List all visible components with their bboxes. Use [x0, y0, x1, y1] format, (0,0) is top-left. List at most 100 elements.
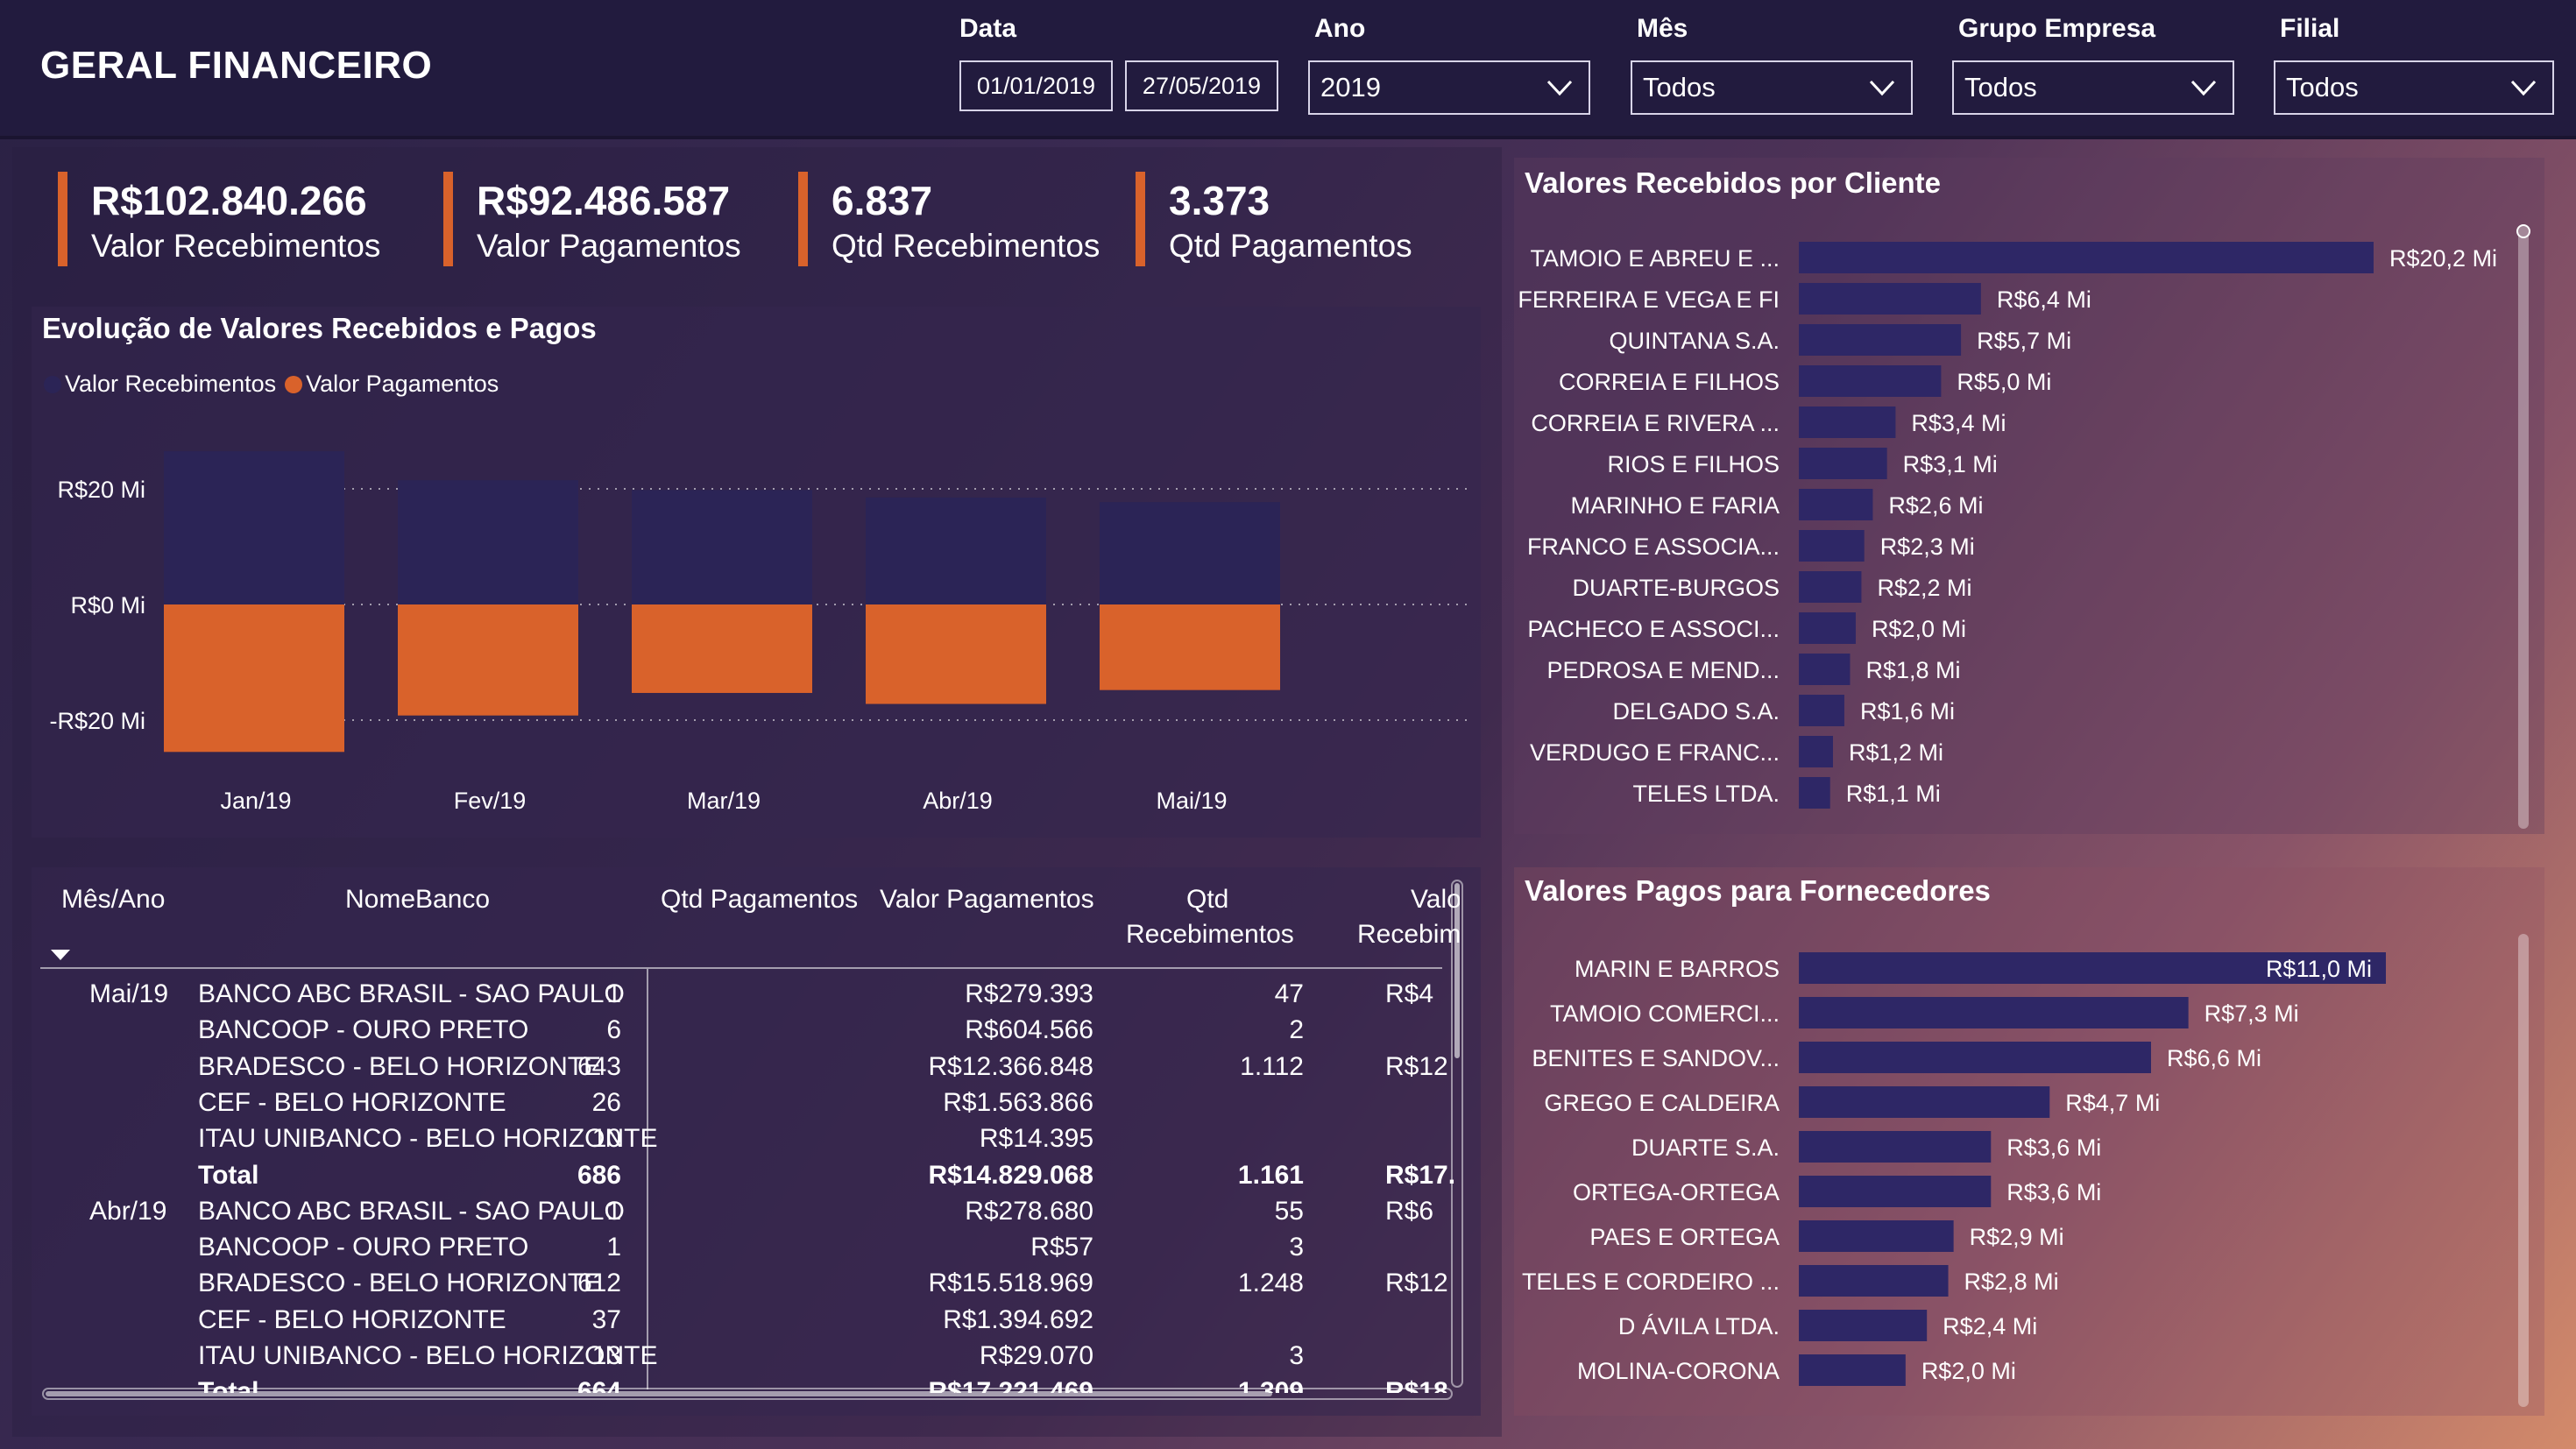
legend-item-pagamentos[interactable]: Valor Pagamentos	[285, 371, 499, 398]
bar[interactable]	[1799, 571, 1862, 603]
ano-dropdown[interactable]: 2019	[1308, 60, 1590, 115]
bar[interactable]	[1799, 365, 1942, 397]
sort-descending-icon[interactable]	[51, 950, 72, 962]
kpi-label: Valor Recebimentos	[91, 228, 381, 264]
table-horizontal-scrollbar[interactable]	[42, 1388, 1453, 1400]
filial-dropdown-value: Todos	[2286, 72, 2359, 102]
cell-nome-banco: CEF - BELO HORIZONTE	[198, 1304, 506, 1334]
cell-qtd-pagamentos: 10	[591, 1124, 621, 1154]
cell-qtd-recebimentos: 2	[1289, 1015, 1304, 1045]
bar[interactable]	[1799, 1220, 1954, 1252]
data-label: R$1,1 Mi	[1846, 781, 1941, 807]
table-vertical-scrollbar[interactable]	[1451, 880, 1463, 1388]
category-label: PAES E ORTEGA	[1589, 1224, 1780, 1250]
date-from-input[interactable]: 01/01/2019	[959, 60, 1113, 111]
cell-mes-ano: Mai/19	[89, 979, 169, 1008]
x-tick-label: Jan/19	[220, 788, 291, 814]
kpi-label: Qtd Pagamentos	[1169, 228, 1412, 264]
payments-scrollbar[interactable]	[2518, 934, 2529, 1407]
cell-valor-pagamentos: R$278.680	[965, 1196, 1093, 1226]
bar-recebimentos[interactable]	[1100, 502, 1280, 604]
col-header-valor-recebimentos-line2: Recebim	[1357, 920, 1460, 949]
bank-matrix-panel	[32, 867, 1481, 1416]
cell-valor-recebimentos: R$17.	[1385, 1160, 1456, 1190]
slicer-label-data: Data	[959, 14, 1017, 43]
col-header-qtd-recebimentos[interactable]: Qtd	[1186, 885, 1229, 914]
bar[interactable]	[1799, 777, 1830, 809]
col-header-mes-ano[interactable]: Mês/Ano	[61, 885, 166, 914]
kpi-accent-bar	[1136, 172, 1145, 266]
evolution-chart-title: Evolução de Valores Recebidos e Pagos	[42, 312, 597, 344]
col-header-qtd-pagamentos[interactable]: Qtd Pagamentos	[661, 885, 859, 914]
category-label: CORREIA E RIVERA ...	[1531, 410, 1780, 436]
bar-pagamentos[interactable]	[398, 604, 578, 716]
bar[interactable]	[1799, 736, 1833, 767]
bar[interactable]	[1799, 1265, 1949, 1297]
bar[interactable]	[1799, 952, 2386, 984]
bar[interactable]	[1799, 1042, 2151, 1073]
receivables-scrollbar[interactable]	[2518, 224, 2529, 829]
mes-dropdown-value: Todos	[1643, 72, 1716, 102]
bar-pagamentos[interactable]	[1100, 604, 1280, 690]
cell-nome-banco: BANCOOP - OURO PRETO	[198, 1233, 529, 1262]
bar[interactable]	[1799, 324, 1962, 356]
header-divider	[40, 967, 1442, 969]
bar[interactable]	[1799, 489, 1873, 520]
bar[interactable]	[1799, 612, 1856, 644]
cell-qtd-pagamentos: 6	[606, 1015, 621, 1045]
cell-qtd-pagamentos: 13	[591, 1341, 621, 1370]
payments-chart-title: Valores Pagos para Fornecedores	[1525, 874, 1991, 907]
payments-to-suppliers-chart: MARIN E BARROS R$11,0 Mi TAMOIO COMERCI...…	[1522, 952, 2386, 1386]
date-to-input[interactable]: 27/05/2019	[1125, 60, 1278, 111]
kpi-value: R$102.840.266	[91, 178, 367, 223]
bar-pagamentos[interactable]	[164, 604, 344, 753]
bar[interactable]	[1799, 406, 1896, 438]
scroll-thumb-icon[interactable]	[2516, 224, 2530, 238]
bar[interactable]	[1799, 997, 2189, 1028]
grupo-empresa-dropdown[interactable]: Todos	[1952, 60, 2234, 115]
category-label: QUINTANA S.A.	[1609, 328, 1780, 354]
legend-item-recebimentos[interactable]: Valor Recebimentos	[44, 371, 276, 398]
col-header-valor-pagamentos[interactable]: Valor Pagamentos	[880, 885, 1094, 914]
cell-valor-pagamentos: R$12.366.848	[928, 1051, 1094, 1081]
col-header-nome-banco[interactable]: NomeBanco	[345, 885, 491, 914]
cell-mes-ano: Abr/19	[89, 1196, 167, 1226]
bar[interactable]	[1799, 654, 1851, 685]
category-label: CORREIA E FILHOS	[1559, 369, 1780, 395]
cell-qtd-recebimentos: 1.112	[1240, 1051, 1304, 1081]
bar-recebimentos[interactable]	[398, 480, 578, 604]
evolution-chart: R$20 Mi R$0 Mi -R$20 Mi Jan/19 Fev/19 Mar/19 A…	[49, 451, 1468, 814]
bar-recebimentos[interactable]	[164, 451, 344, 604]
kpi-accent-bar	[798, 172, 808, 266]
bar[interactable]	[1799, 1310, 1928, 1341]
mes-dropdown[interactable]: Todos	[1631, 60, 1913, 115]
bar[interactable]	[1799, 1131, 1992, 1163]
cell-valor-recebimentos: R$4	[1385, 979, 1434, 1008]
bar[interactable]	[1799, 1354, 1906, 1386]
cell-valor-pagamentos: R$57	[1030, 1233, 1093, 1262]
cell-valor-pagamentos: R$279.393	[965, 979, 1093, 1008]
bar[interactable]	[1799, 242, 2374, 273]
bar-pagamentos[interactable]	[632, 604, 812, 693]
category-label: BENITES E SANDOV...	[1532, 1045, 1780, 1071]
bar[interactable]	[1799, 448, 1887, 479]
cell-nome-banco: ITAU UNIBANCO - BELO HORIZONTE	[198, 1341, 658, 1370]
bar[interactable]	[1799, 530, 1865, 562]
category-label: TELES LTDA.	[1632, 781, 1780, 807]
bar-recebimentos[interactable]	[866, 497, 1046, 604]
bar-recebimentos[interactable]	[632, 490, 812, 604]
cell-nome-banco: Total	[198, 1160, 259, 1190]
bar[interactable]	[1799, 283, 1981, 315]
cell-qtd-recebimentos: 3	[1289, 1233, 1304, 1262]
bar-pagamentos[interactable]	[866, 604, 1046, 704]
filial-dropdown[interactable]: Todos	[2274, 60, 2554, 115]
bar[interactable]	[1799, 1176, 1992, 1207]
slicer-label-filial: Filial	[2280, 14, 2340, 43]
chevron-down-icon	[2510, 80, 2537, 96]
bar[interactable]	[1799, 695, 1844, 726]
bar[interactable]	[1799, 1086, 2050, 1118]
data-label: R$4,7 Mi	[2065, 1090, 2160, 1116]
table-horizontal-scroll-thumb[interactable]	[46, 1391, 1272, 1396]
table-vertical-scroll-thumb[interactable]	[1454, 883, 1460, 1058]
cell-valor-pagamentos: R$604.566	[965, 1015, 1093, 1045]
